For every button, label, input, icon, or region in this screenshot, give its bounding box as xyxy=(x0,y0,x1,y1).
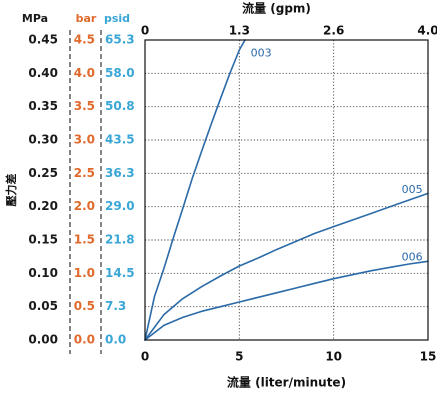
y-tick-psid: 58.0 xyxy=(105,66,135,80)
y-axis-title: 壓力差 xyxy=(4,174,18,207)
y-unit-psid: psid xyxy=(104,12,130,25)
y-tick-psid: 65.3 xyxy=(105,33,135,47)
x-tick-bottom: 0 xyxy=(141,350,149,364)
y-unit-mpa: MPa xyxy=(22,12,48,25)
y-tick-bar: 2.5 xyxy=(74,166,95,180)
y-tick-bar: 2.0 xyxy=(74,199,95,213)
y-tick-mpa: 0.25 xyxy=(28,166,58,180)
y-tick-mpa: 0.30 xyxy=(28,133,58,147)
series-line-003 xyxy=(144,39,246,341)
x-tick-top: 0 xyxy=(141,24,149,38)
x-tick-top: 1.3 xyxy=(229,24,250,38)
y-tick-mpa: 0.00 xyxy=(28,333,58,347)
x-tick-top: 2.6 xyxy=(323,24,344,38)
x-axis-title: 流量 (liter/minute) xyxy=(227,375,346,390)
y-tick-bar: 4.5 xyxy=(74,33,95,47)
y-tick-bar: 0.0 xyxy=(74,333,95,347)
y-tick-bar: 1.0 xyxy=(74,266,95,280)
y-tick-psid: 29.0 xyxy=(105,199,135,213)
x-tick-top: 4.0 xyxy=(417,24,437,38)
y-unit-bar: bar xyxy=(76,12,97,25)
series-line-006 xyxy=(144,260,429,341)
y-tick-bar: 0.5 xyxy=(74,299,95,313)
y-tick-mpa: 0.40 xyxy=(28,66,58,80)
y-tick-bar: 1.5 xyxy=(74,233,95,247)
y-tick-bar: 3.5 xyxy=(74,99,95,113)
y-tick-bar: 3.0 xyxy=(74,133,95,147)
y-tick-psid: 36.3 xyxy=(105,166,135,180)
x-tick-bottom: 15 xyxy=(420,350,437,364)
y-tick-psid: 50.8 xyxy=(105,99,135,113)
chart-tick-layer: 0.000.050.100.150.200.250.300.350.400.45… xyxy=(28,24,437,364)
chart-axis-layer xyxy=(69,30,429,354)
y-tick-psid: 0.0 xyxy=(105,333,126,347)
y-tick-mpa: 0.10 xyxy=(28,266,58,280)
series-label-006: 006 xyxy=(402,250,423,263)
y-tick-mpa: 0.45 xyxy=(28,33,58,47)
y-tick-mpa: 0.35 xyxy=(28,99,58,113)
y-tick-psid: 21.8 xyxy=(105,233,135,247)
series-label-005: 005 xyxy=(402,183,423,196)
series-line-005 xyxy=(144,192,429,341)
y-tick-mpa: 0.15 xyxy=(28,233,58,247)
plot-frame xyxy=(144,39,429,341)
x-tick-bottom: 5 xyxy=(235,350,243,364)
y-tick-bar: 4.0 xyxy=(74,66,95,80)
y-tick-mpa: 0.05 xyxy=(28,299,58,313)
x2-axis-title: 流量 (gpm) xyxy=(242,1,311,16)
y-tick-mpa: 0.20 xyxy=(28,199,58,213)
y-tick-psid: 14.5 xyxy=(105,266,135,280)
y-tick-psid: 43.5 xyxy=(105,133,135,147)
x-tick-bottom: 10 xyxy=(325,350,342,364)
series-label-003: 003 xyxy=(251,46,272,59)
y-tick-psid: 7.3 xyxy=(105,299,126,313)
chart-series-layer xyxy=(144,39,429,341)
